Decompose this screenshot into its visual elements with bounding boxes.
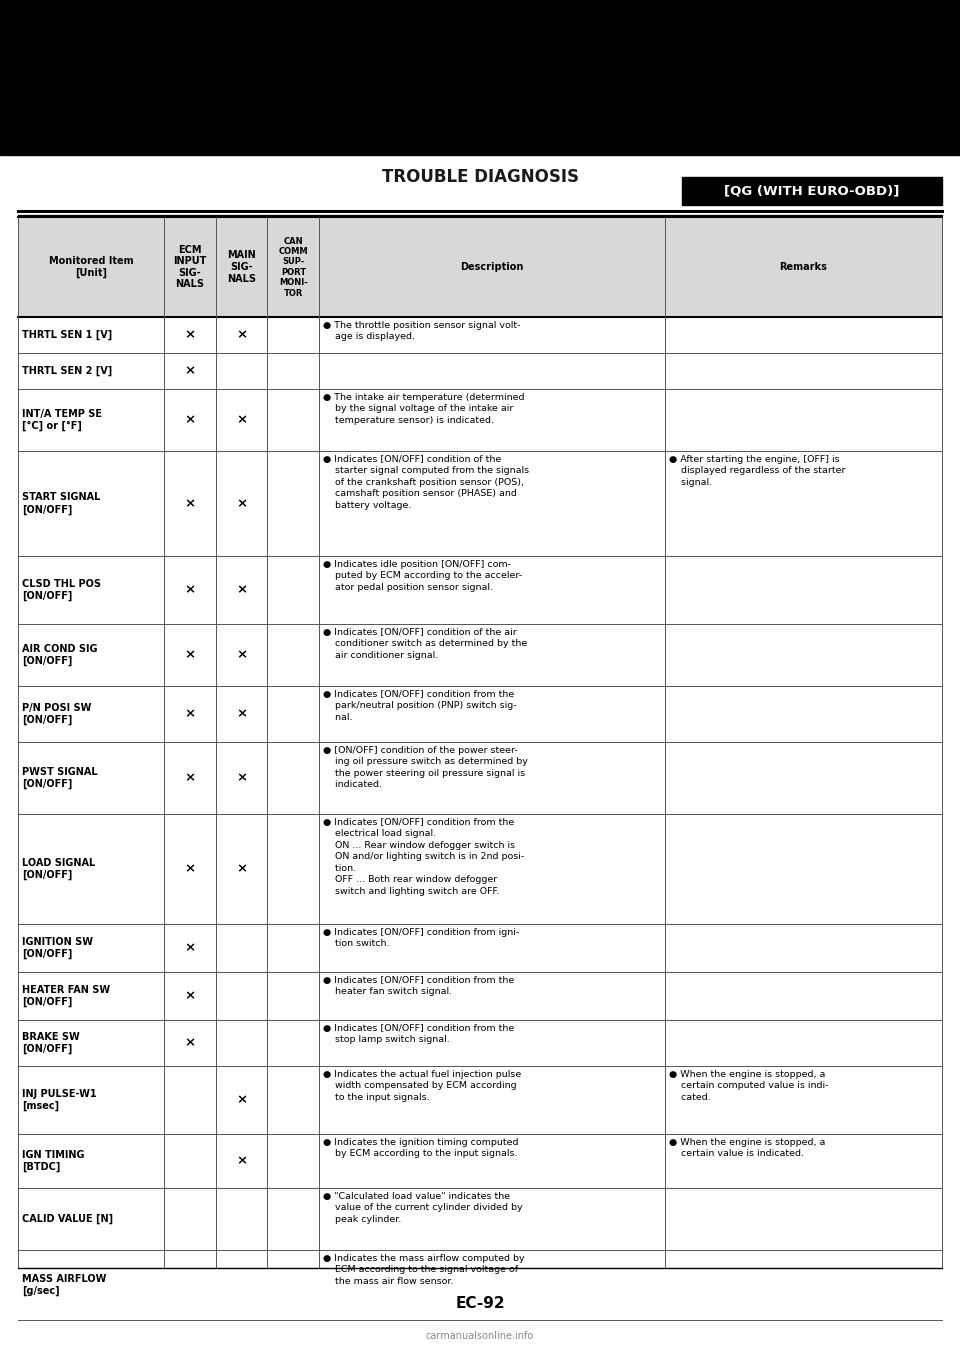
Text: IGN TIMING
[BTDC]: IGN TIMING [BTDC] bbox=[22, 1150, 84, 1172]
Text: THRTL SEN 1 [V]: THRTL SEN 1 [V] bbox=[22, 330, 112, 340]
Text: ×: × bbox=[236, 584, 247, 596]
Text: ×: × bbox=[236, 708, 247, 721]
Text: CALID VALUE [N]: CALID VALUE [N] bbox=[22, 1214, 113, 1224]
Text: MAIN
SIG-
NALS: MAIN SIG- NALS bbox=[228, 250, 256, 284]
Bar bbox=[682, 177, 942, 205]
Text: ×: × bbox=[184, 413, 196, 426]
Text: ×: × bbox=[184, 708, 196, 721]
Text: START SIGNAL
[ON/OFF]: START SIGNAL [ON/OFF] bbox=[22, 492, 101, 515]
Text: Description: Description bbox=[461, 262, 524, 272]
Text: PWST SIGNAL
[ON/OFF]: PWST SIGNAL [ON/OFF] bbox=[22, 767, 98, 789]
Text: ● Indicates the ignition timing computed
    by ECM according to the input signa: ● Indicates the ignition timing computed… bbox=[324, 1138, 518, 1158]
Text: ● Indicates the actual fuel injection pulse
    width compensated by ECM accordi: ● Indicates the actual fuel injection pu… bbox=[324, 1070, 521, 1101]
Text: IGNITION SW
[ON/OFF]: IGNITION SW [ON/OFF] bbox=[22, 937, 93, 959]
Text: ×: × bbox=[184, 584, 196, 596]
Text: ×: × bbox=[184, 941, 196, 955]
Text: ● Indicates [ON/OFF] condition of the
    starter signal computed from the signa: ● Indicates [ON/OFF] condition of the st… bbox=[324, 455, 529, 509]
Text: CAN
COMM
SUP-
PORT
MONI-
TOR: CAN COMM SUP- PORT MONI- TOR bbox=[278, 236, 308, 297]
Text: EC-92: EC-92 bbox=[455, 1296, 505, 1310]
Text: TROUBLE DIAGNOSIS: TROUBLE DIAGNOSIS bbox=[381, 168, 579, 186]
Text: [QG (WITH EURO-OBD)]: [QG (WITH EURO-OBD)] bbox=[724, 185, 900, 197]
Text: ● The throttle position sensor signal volt-
    age is displayed.: ● The throttle position sensor signal vo… bbox=[324, 320, 520, 341]
Text: ● Indicates [ON/OFF] condition of the air
    conditioner switch as determined b: ● Indicates [ON/OFF] condition of the ai… bbox=[324, 627, 527, 660]
Text: ×: × bbox=[184, 497, 196, 511]
Text: ×: × bbox=[236, 771, 247, 785]
Text: ● [ON/OFF] condition of the power steer-
    ing oil pressure switch as determin: ● [ON/OFF] condition of the power steer-… bbox=[324, 746, 528, 789]
Text: ● The intake air temperature (determined
    by the signal voltage of the intake: ● The intake air temperature (determined… bbox=[324, 392, 525, 425]
Bar bbox=[0, 0, 960, 155]
Text: ×: × bbox=[184, 329, 196, 341]
Bar bbox=[18, 217, 942, 316]
Text: BRAKE SW
[ON/OFF]: BRAKE SW [ON/OFF] bbox=[22, 1032, 80, 1054]
Text: P/N POSI SW
[ON/OFF]: P/N POSI SW [ON/OFF] bbox=[22, 702, 91, 725]
Text: MASS AIRFLOW
[g/sec]: MASS AIRFLOW [g/sec] bbox=[22, 1274, 107, 1297]
Text: ● Indicates idle position [ON/OFF] com-
    puted by ECM according to the accele: ● Indicates idle position [ON/OFF] com- … bbox=[324, 559, 522, 592]
Text: ● "Calculated load value" indicates the
    value of the current cylinder divide: ● "Calculated load value" indicates the … bbox=[324, 1192, 523, 1224]
Text: ×: × bbox=[236, 329, 247, 341]
Text: THRTL SEN 2 [V]: THRTL SEN 2 [V] bbox=[22, 365, 112, 376]
Text: INT/A TEMP SE
[°C] or [°F]: INT/A TEMP SE [°C] or [°F] bbox=[22, 409, 102, 432]
Text: CLSD THL POS
[ON/OFF]: CLSD THL POS [ON/OFF] bbox=[22, 579, 101, 602]
Text: ● When the engine is stopped, a
    certain computed value is indi-
    cated.: ● When the engine is stopped, a certain … bbox=[669, 1070, 828, 1101]
Text: ×: × bbox=[236, 649, 247, 661]
Text: ● Indicates [ON/OFF] condition from the
    stop lamp switch signal.: ● Indicates [ON/OFF] condition from the … bbox=[324, 1024, 515, 1044]
Text: LOAD SIGNAL
[ON/OFF]: LOAD SIGNAL [ON/OFF] bbox=[22, 858, 95, 880]
Text: ● Indicates [ON/OFF] condition from igni-
    tion switch.: ● Indicates [ON/OFF] condition from igni… bbox=[324, 928, 519, 948]
Text: ECM
INPUT
SIG-
NALS: ECM INPUT SIG- NALS bbox=[173, 244, 206, 289]
Text: AIR COND SIG
[ON/OFF]: AIR COND SIG [ON/OFF] bbox=[22, 644, 98, 667]
Text: ● When the engine is stopped, a
    certain value is indicated.: ● When the engine is stopped, a certain … bbox=[669, 1138, 826, 1158]
Text: ×: × bbox=[236, 497, 247, 511]
Text: carmanualsonline.info: carmanualsonline.info bbox=[426, 1331, 534, 1340]
Text: ● After starting the engine, [OFF] is
    displayed regardless of the starter
  : ● After starting the engine, [OFF] is di… bbox=[669, 455, 846, 488]
Text: INJ PULSE-W1
[msec]: INJ PULSE-W1 [msec] bbox=[22, 1089, 97, 1111]
Text: ×: × bbox=[184, 364, 196, 378]
Text: ×: × bbox=[236, 1154, 247, 1168]
Text: ×: × bbox=[236, 1093, 247, 1107]
Text: ×: × bbox=[184, 649, 196, 661]
Text: ● Indicates [ON/OFF] condition from the
    heater fan switch signal.: ● Indicates [ON/OFF] condition from the … bbox=[324, 976, 515, 997]
Text: ×: × bbox=[236, 862, 247, 876]
Text: Remarks: Remarks bbox=[780, 262, 828, 272]
Text: ×: × bbox=[236, 413, 247, 426]
Text: HEATER FAN SW
[ON/OFF]: HEATER FAN SW [ON/OFF] bbox=[22, 985, 110, 1008]
Text: ×: × bbox=[184, 771, 196, 785]
Text: ×: × bbox=[184, 990, 196, 1002]
Text: ● Indicates the mass airflow computed by
    ECM according to the signal voltage: ● Indicates the mass airflow computed by… bbox=[324, 1253, 525, 1286]
Text: ×: × bbox=[184, 862, 196, 876]
Text: ×: × bbox=[184, 1036, 196, 1050]
Text: ● Indicates [ON/OFF] condition from the
    park/neutral position (PNP) switch s: ● Indicates [ON/OFF] condition from the … bbox=[324, 690, 516, 722]
Text: ● Indicates [ON/OFF] condition from the
    electrical load signal.
    ON ... R: ● Indicates [ON/OFF] condition from the … bbox=[324, 818, 524, 896]
Text: Monitored Item
[Unit]: Monitored Item [Unit] bbox=[49, 257, 133, 278]
